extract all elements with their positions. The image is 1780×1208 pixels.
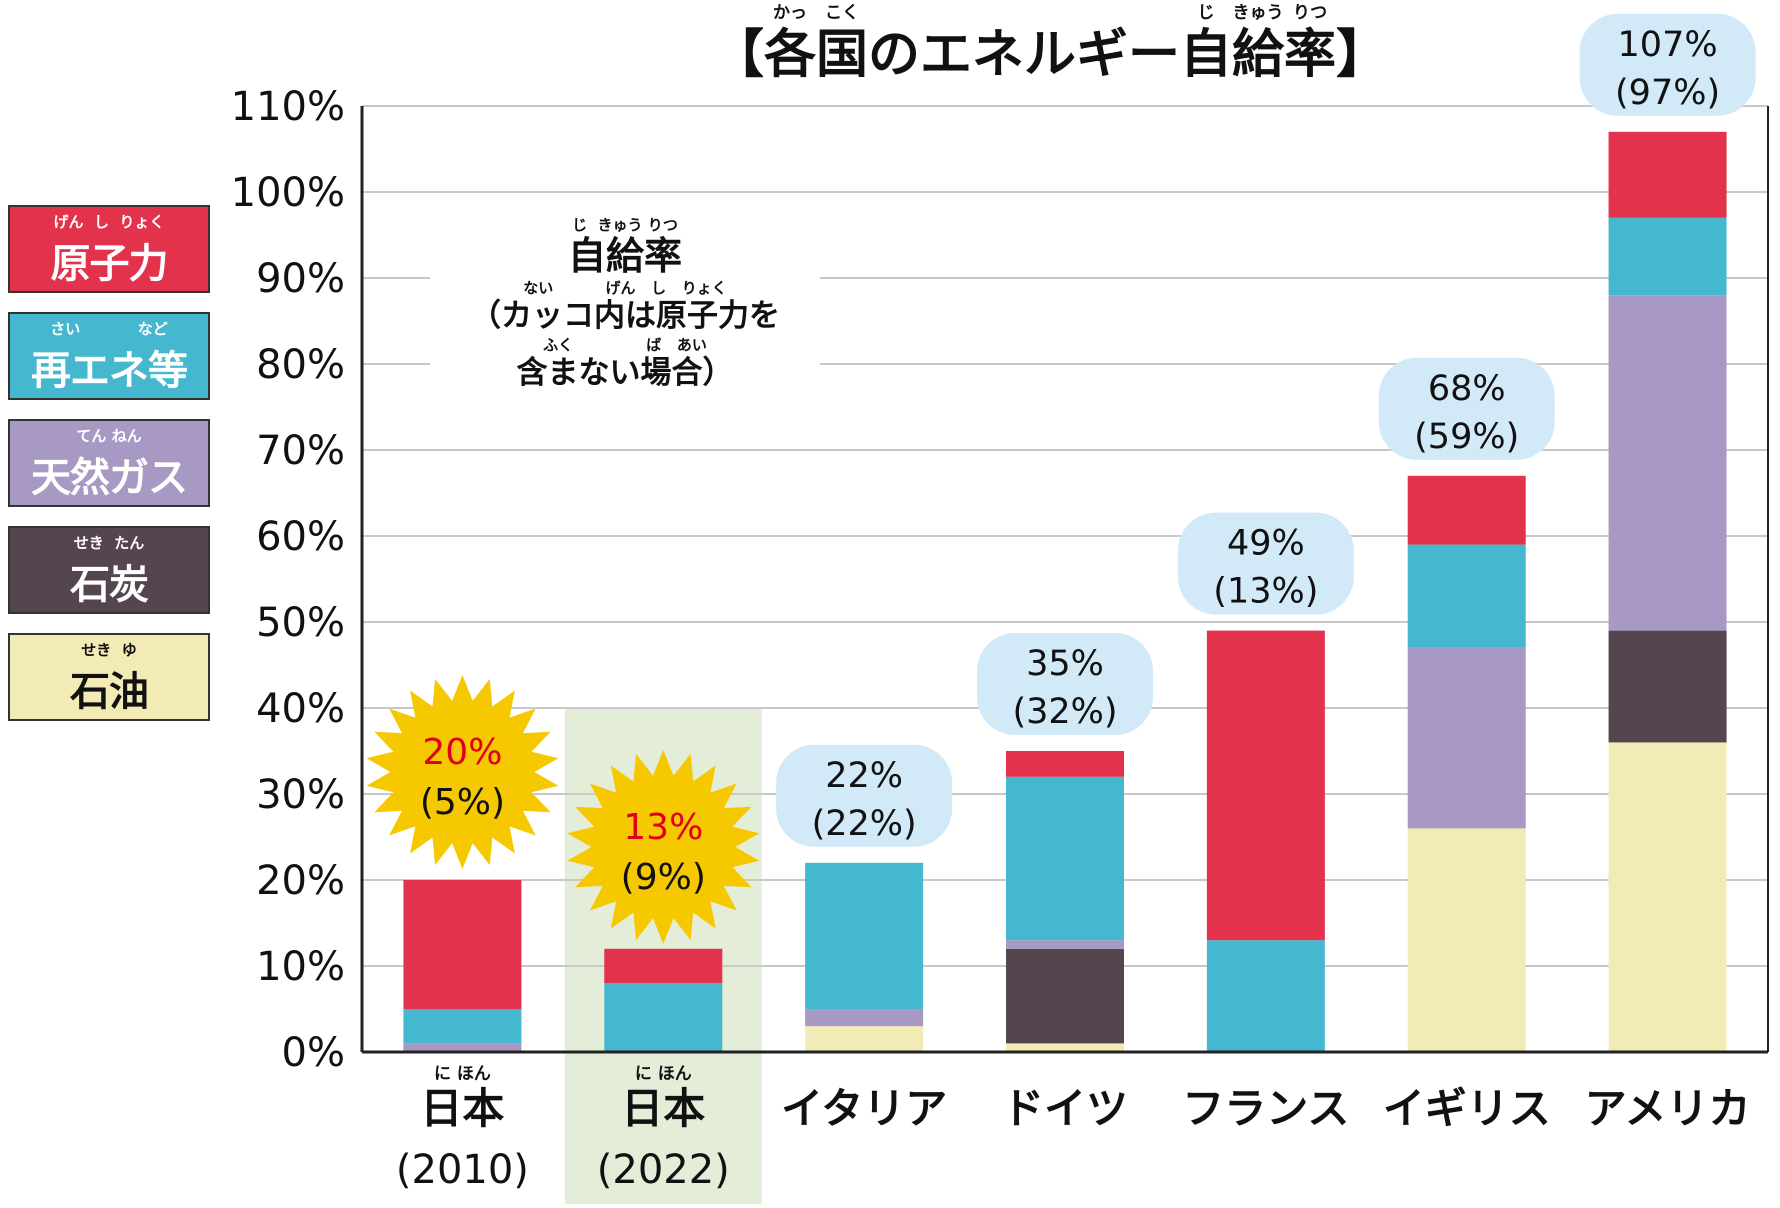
without-nuclear-label: (5%) bbox=[420, 782, 505, 823]
title-ruby: じ bbox=[1198, 3, 1215, 23]
legend-label: 再エネ等 bbox=[31, 348, 188, 394]
bar-segment bbox=[1006, 940, 1124, 949]
explanation-heading: 自給率 bbox=[567, 234, 682, 278]
total-label: 68% bbox=[1428, 369, 1506, 409]
explanation-line-2: （カッコ内は原子力を bbox=[470, 298, 780, 334]
legend-label: 石油 bbox=[70, 669, 149, 715]
without-nuclear-label: (59%) bbox=[1414, 417, 1519, 457]
bar-segment bbox=[1407, 828, 1526, 1052]
bar-segment bbox=[1206, 940, 1325, 1052]
bar-segment bbox=[805, 1026, 924, 1052]
y-tick-label: 30% bbox=[256, 772, 345, 818]
x-tick-sublabel: (2022) bbox=[597, 1147, 730, 1193]
legend-label: 原子力 bbox=[50, 241, 169, 287]
total-bubble bbox=[1579, 13, 1756, 116]
legend-item: さい など 再エネ等 bbox=[8, 312, 210, 400]
legend-ruby: げん し りょく bbox=[53, 213, 165, 231]
legend-ruby: さい など bbox=[50, 320, 168, 338]
y-tick-label: 110% bbox=[231, 84, 345, 130]
explanation-line-3: 含まない場合） bbox=[516, 355, 734, 391]
x-label-ruby: に ほん bbox=[635, 1064, 692, 1084]
legend-label: 天然ガス bbox=[31, 455, 188, 501]
without-nuclear-label: (22%) bbox=[812, 804, 917, 844]
x-tick-sublabel: (2010) bbox=[396, 1147, 529, 1193]
y-tick-label: 70% bbox=[256, 428, 345, 474]
legend-item: げん し りょく原子力 bbox=[8, 205, 210, 293]
x-label-ruby: に ほん bbox=[434, 1064, 491, 1084]
y-tick-label: 20% bbox=[256, 858, 345, 904]
starburst bbox=[366, 675, 559, 869]
total-bubble bbox=[1177, 512, 1354, 615]
starburst bbox=[567, 750, 760, 944]
bar-segment bbox=[1206, 630, 1325, 941]
bar-segment bbox=[1006, 948, 1124, 1044]
bar-segment bbox=[1006, 751, 1124, 777]
bar-segment bbox=[1006, 1043, 1124, 1052]
x-tick-label: 日本 bbox=[420, 1084, 504, 1133]
total-label: 49% bbox=[1227, 524, 1305, 564]
bar-segment bbox=[604, 983, 723, 1052]
bar-segment bbox=[403, 1043, 522, 1052]
legend-label: 石炭 bbox=[70, 562, 149, 608]
bar-segment bbox=[1608, 295, 1727, 631]
legend-item: せき ゆ石油 bbox=[8, 633, 210, 721]
bar-segment bbox=[1608, 131, 1727, 218]
legend-ruby: てん ねん bbox=[76, 427, 142, 445]
total-bubble bbox=[1378, 357, 1555, 460]
total-bubble bbox=[977, 633, 1153, 735]
bar-segment bbox=[1407, 475, 1526, 545]
bar-segment bbox=[1407, 544, 1526, 648]
y-tick-label: 0% bbox=[282, 1030, 345, 1076]
bar-segment bbox=[1608, 630, 1727, 743]
bar-segment bbox=[805, 862, 924, 1009]
without-nuclear-label: (9%) bbox=[621, 857, 706, 898]
x-tick-label: イタリア bbox=[781, 1084, 947, 1133]
total-label: 22% bbox=[825, 756, 903, 796]
explanation-ruby-3: ふく ば あい bbox=[543, 336, 707, 354]
explanation-ruby-1: じ きゅう りつ bbox=[572, 216, 678, 234]
explanation-note: じ きゅう りつ 自給率 ない げん し りょく （カッコ内は原子力を ふく ば… bbox=[430, 214, 820, 391]
legend-item: せき たん 石炭 bbox=[8, 526, 210, 614]
bar-segment bbox=[1608, 217, 1727, 296]
x-tick-label: イギリス bbox=[1383, 1084, 1551, 1133]
legend-ruby: せき たん bbox=[73, 534, 145, 552]
bar-segment bbox=[403, 1009, 522, 1044]
x-tick-label: ドイツ bbox=[1002, 1084, 1128, 1133]
total-label: 35% bbox=[1026, 644, 1104, 684]
y-tick-label: 60% bbox=[256, 514, 345, 560]
bar-segment bbox=[805, 1009, 924, 1027]
y-tick-label: 90% bbox=[256, 256, 345, 302]
explanation-ruby-2: ない げん し りょく bbox=[523, 279, 727, 297]
title-ruby: こく bbox=[825, 3, 859, 23]
legend-ruby: せき ゆ bbox=[81, 641, 137, 659]
total-label: 107% bbox=[1618, 25, 1718, 65]
x-tick-label: フランス bbox=[1182, 1084, 1349, 1133]
bar-segment bbox=[1407, 647, 1526, 829]
total-label: 13% bbox=[623, 807, 703, 848]
x-tick-label: アメリカ bbox=[1585, 1084, 1751, 1133]
legend-item: てん ねん 天然ガス bbox=[8, 419, 210, 507]
title-ruby: りつ bbox=[1293, 3, 1327, 23]
chart-title: 【各国のエネルギー自給率】 bbox=[712, 25, 1388, 85]
y-tick-label: 80% bbox=[256, 342, 345, 388]
without-nuclear-label: (13%) bbox=[1213, 572, 1318, 612]
title-ruby: きゅう bbox=[1233, 3, 1284, 23]
without-nuclear-label: (97%) bbox=[1615, 73, 1720, 113]
y-tick-label: 100% bbox=[231, 170, 345, 216]
y-tick-label: 10% bbox=[256, 944, 345, 990]
y-tick-label: 40% bbox=[256, 686, 345, 732]
y-tick-label: 50% bbox=[256, 600, 345, 646]
bar-segment bbox=[604, 948, 723, 984]
bar-segment bbox=[403, 880, 522, 1009]
bar-segment bbox=[1006, 776, 1124, 941]
title-ruby: かっ bbox=[773, 3, 807, 23]
total-label: 20% bbox=[422, 732, 502, 773]
bar-segment bbox=[1608, 742, 1727, 1052]
x-tick-label: 日本 bbox=[621, 1084, 705, 1133]
without-nuclear-label: (32%) bbox=[1012, 692, 1117, 732]
total-bubble bbox=[776, 744, 953, 847]
